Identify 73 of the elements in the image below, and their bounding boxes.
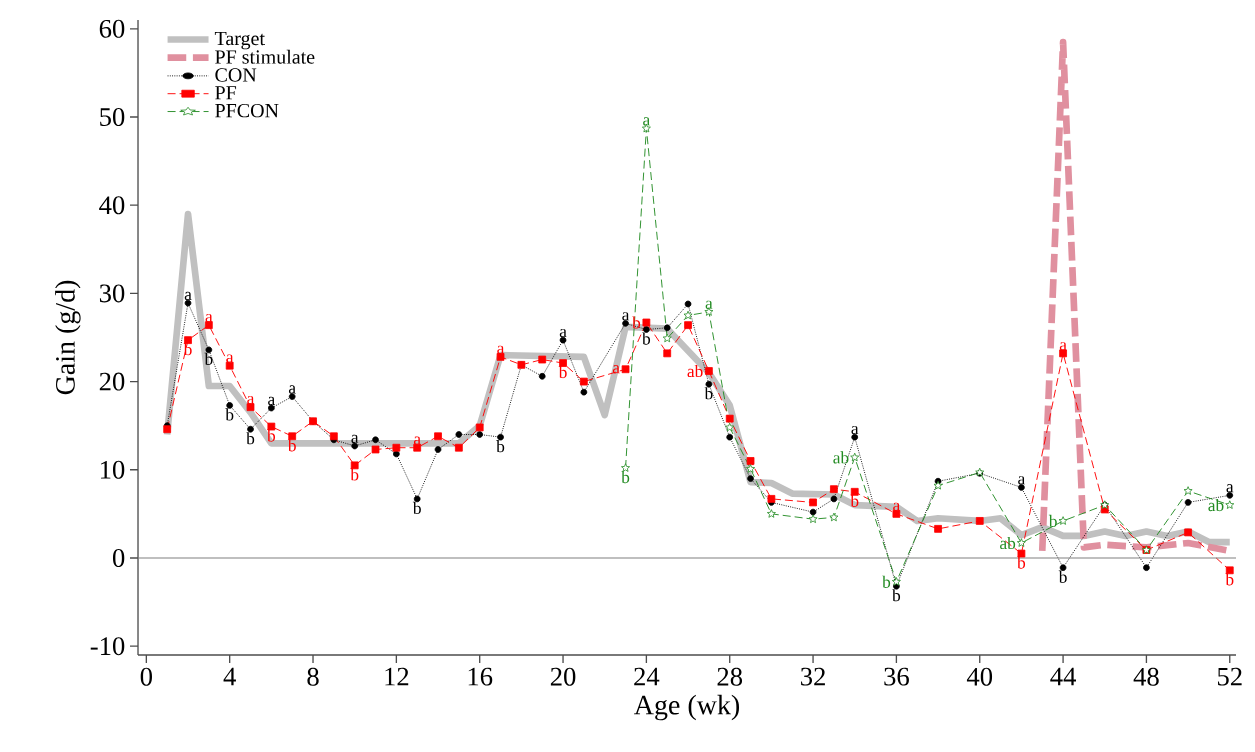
legend-label: PF — [215, 86, 237, 100]
legend-label: Target — [214, 31, 265, 50]
x-tick-label: 40 — [966, 667, 993, 686]
data-label: a — [351, 434, 359, 444]
data-label: ab — [833, 451, 849, 464]
y-tick-label: -10 — [90, 637, 125, 656]
data-label: b — [412, 501, 421, 515]
data-label: b — [267, 429, 276, 442]
data-label: a — [226, 354, 234, 363]
x-tick-label: 52 — [1217, 667, 1242, 686]
y-tick-label: 10 — [100, 460, 125, 479]
data-label: a — [612, 365, 620, 374]
legend-label: CON — [215, 68, 257, 82]
data-label: b — [621, 470, 630, 484]
data-label: a — [413, 436, 421, 445]
x-tick-label: 24 — [634, 667, 660, 686]
y-tick-label: 20 — [99, 372, 125, 391]
data-label: b — [204, 352, 213, 365]
y-tick-label: 60 — [99, 19, 125, 38]
data-label: a — [643, 117, 650, 126]
x-tick-label: 36 — [884, 667, 909, 686]
y-tick-label: 30 — [99, 284, 125, 303]
data-label: a — [497, 345, 505, 354]
data-label: b — [642, 332, 651, 345]
legend-label: PF stimulate — [215, 49, 315, 64]
y-tick-label: 50 — [100, 108, 125, 126]
y-tick-label: 0 — [112, 548, 125, 567]
data-label: b — [892, 589, 901, 602]
data-label: a — [851, 425, 859, 435]
data-label: b — [558, 366, 567, 379]
data-label: b — [350, 468, 359, 481]
data-label: a — [559, 328, 567, 338]
data-label: b — [183, 343, 192, 356]
data-label: b — [1017, 556, 1026, 569]
data-label: a — [268, 396, 275, 406]
data-label: b — [496, 440, 505, 453]
data-label: ab — [1000, 536, 1016, 550]
x-axis-title: Age (wk) — [634, 694, 740, 721]
data-label: a — [184, 291, 192, 301]
x-tick-label: 16 — [468, 667, 493, 686]
data-label: b — [1058, 570, 1067, 583]
data-label: b — [1048, 514, 1057, 528]
data-label: a — [1226, 484, 1234, 493]
data-label: a — [288, 385, 296, 394]
x-tick-label: 0 — [140, 667, 152, 686]
data-label: b — [225, 408, 234, 421]
data-label: b — [882, 575, 891, 588]
x-tick-label: 28 — [717, 667, 743, 686]
data-label: b — [287, 439, 296, 452]
x-tick-label: 48 — [1133, 667, 1159, 686]
data-label: b — [850, 494, 859, 507]
data-label: a — [247, 395, 255, 405]
x-tick-label: 12 — [385, 667, 409, 686]
data-label: a — [1018, 476, 1026, 485]
x-tick-label: 20 — [550, 667, 576, 686]
data-label: a — [1059, 342, 1067, 351]
data-label: b — [246, 432, 255, 445]
y-axis-title: Gain (g/d) — [55, 280, 81, 395]
x-tick-label: 4 — [223, 667, 236, 686]
data-label: b — [1225, 573, 1234, 586]
data-label: a — [893, 502, 901, 511]
data-label: ab — [1208, 498, 1224, 512]
data-label: a — [705, 300, 713, 309]
data-label: a — [205, 313, 213, 323]
data-label: b — [632, 316, 641, 329]
y-tick-label: 40 — [99, 196, 125, 215]
data-label: a — [622, 312, 630, 321]
x-tick-label: 8 — [307, 667, 319, 686]
legend-label: PFCON — [215, 103, 279, 118]
data-label: b — [704, 387, 713, 400]
x-tick-label: 32 — [801, 667, 825, 686]
x-tick-label: 44 — [1050, 667, 1076, 686]
data-label: ab — [687, 364, 703, 378]
